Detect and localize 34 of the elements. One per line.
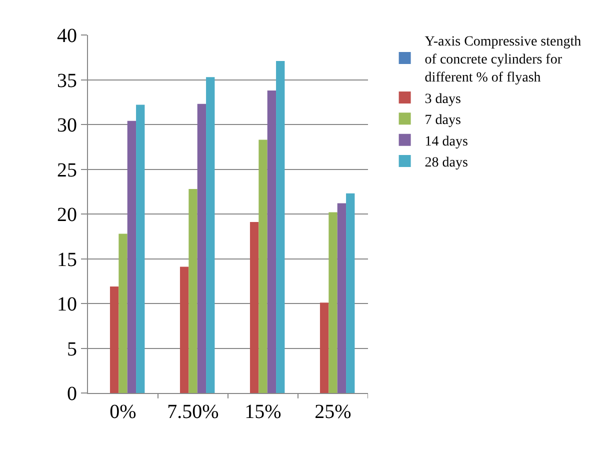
y-tick-label: 40 <box>57 25 77 47</box>
legend-label: 28 days <box>424 156 468 171</box>
bar <box>118 234 128 393</box>
legend-label: 14 days <box>424 134 468 150</box>
y-tick-label: 10 <box>57 294 77 316</box>
bar <box>328 212 338 393</box>
y-tick-label: 15 <box>57 248 77 271</box>
y-tick-label: 5 <box>67 338 77 360</box>
x-tick-label: 7.50% <box>167 401 219 423</box>
bar <box>127 120 136 393</box>
bar <box>337 203 346 393</box>
legend-label: 7 days <box>424 113 461 128</box>
bar <box>206 77 215 393</box>
y-tick-label: 30 <box>57 114 77 136</box>
legend-label: Y-axis Compressive stength of concrete cylinders for different % of flyash <box>424 34 582 86</box>
bar <box>346 193 355 393</box>
legend-label: 3 days <box>424 92 461 107</box>
x-tick-label: 0% <box>110 401 136 423</box>
bar <box>188 188 198 393</box>
bar <box>197 104 206 393</box>
y-tick-label: 35 <box>57 70 77 92</box>
bar <box>267 90 276 393</box>
bar <box>320 302 329 393</box>
bar <box>250 222 259 393</box>
x-tick-label: 15% <box>244 401 282 423</box>
x-tick-label: 25% <box>314 401 352 423</box>
bar <box>136 104 145 393</box>
bar <box>110 286 119 393</box>
bar <box>258 140 268 393</box>
y-tick-label: 25 <box>57 159 77 182</box>
bar <box>276 60 285 393</box>
y-tick-label: 0 <box>67 383 77 405</box>
y-tick-label: 20 <box>57 204 77 226</box>
bar <box>180 266 189 393</box>
